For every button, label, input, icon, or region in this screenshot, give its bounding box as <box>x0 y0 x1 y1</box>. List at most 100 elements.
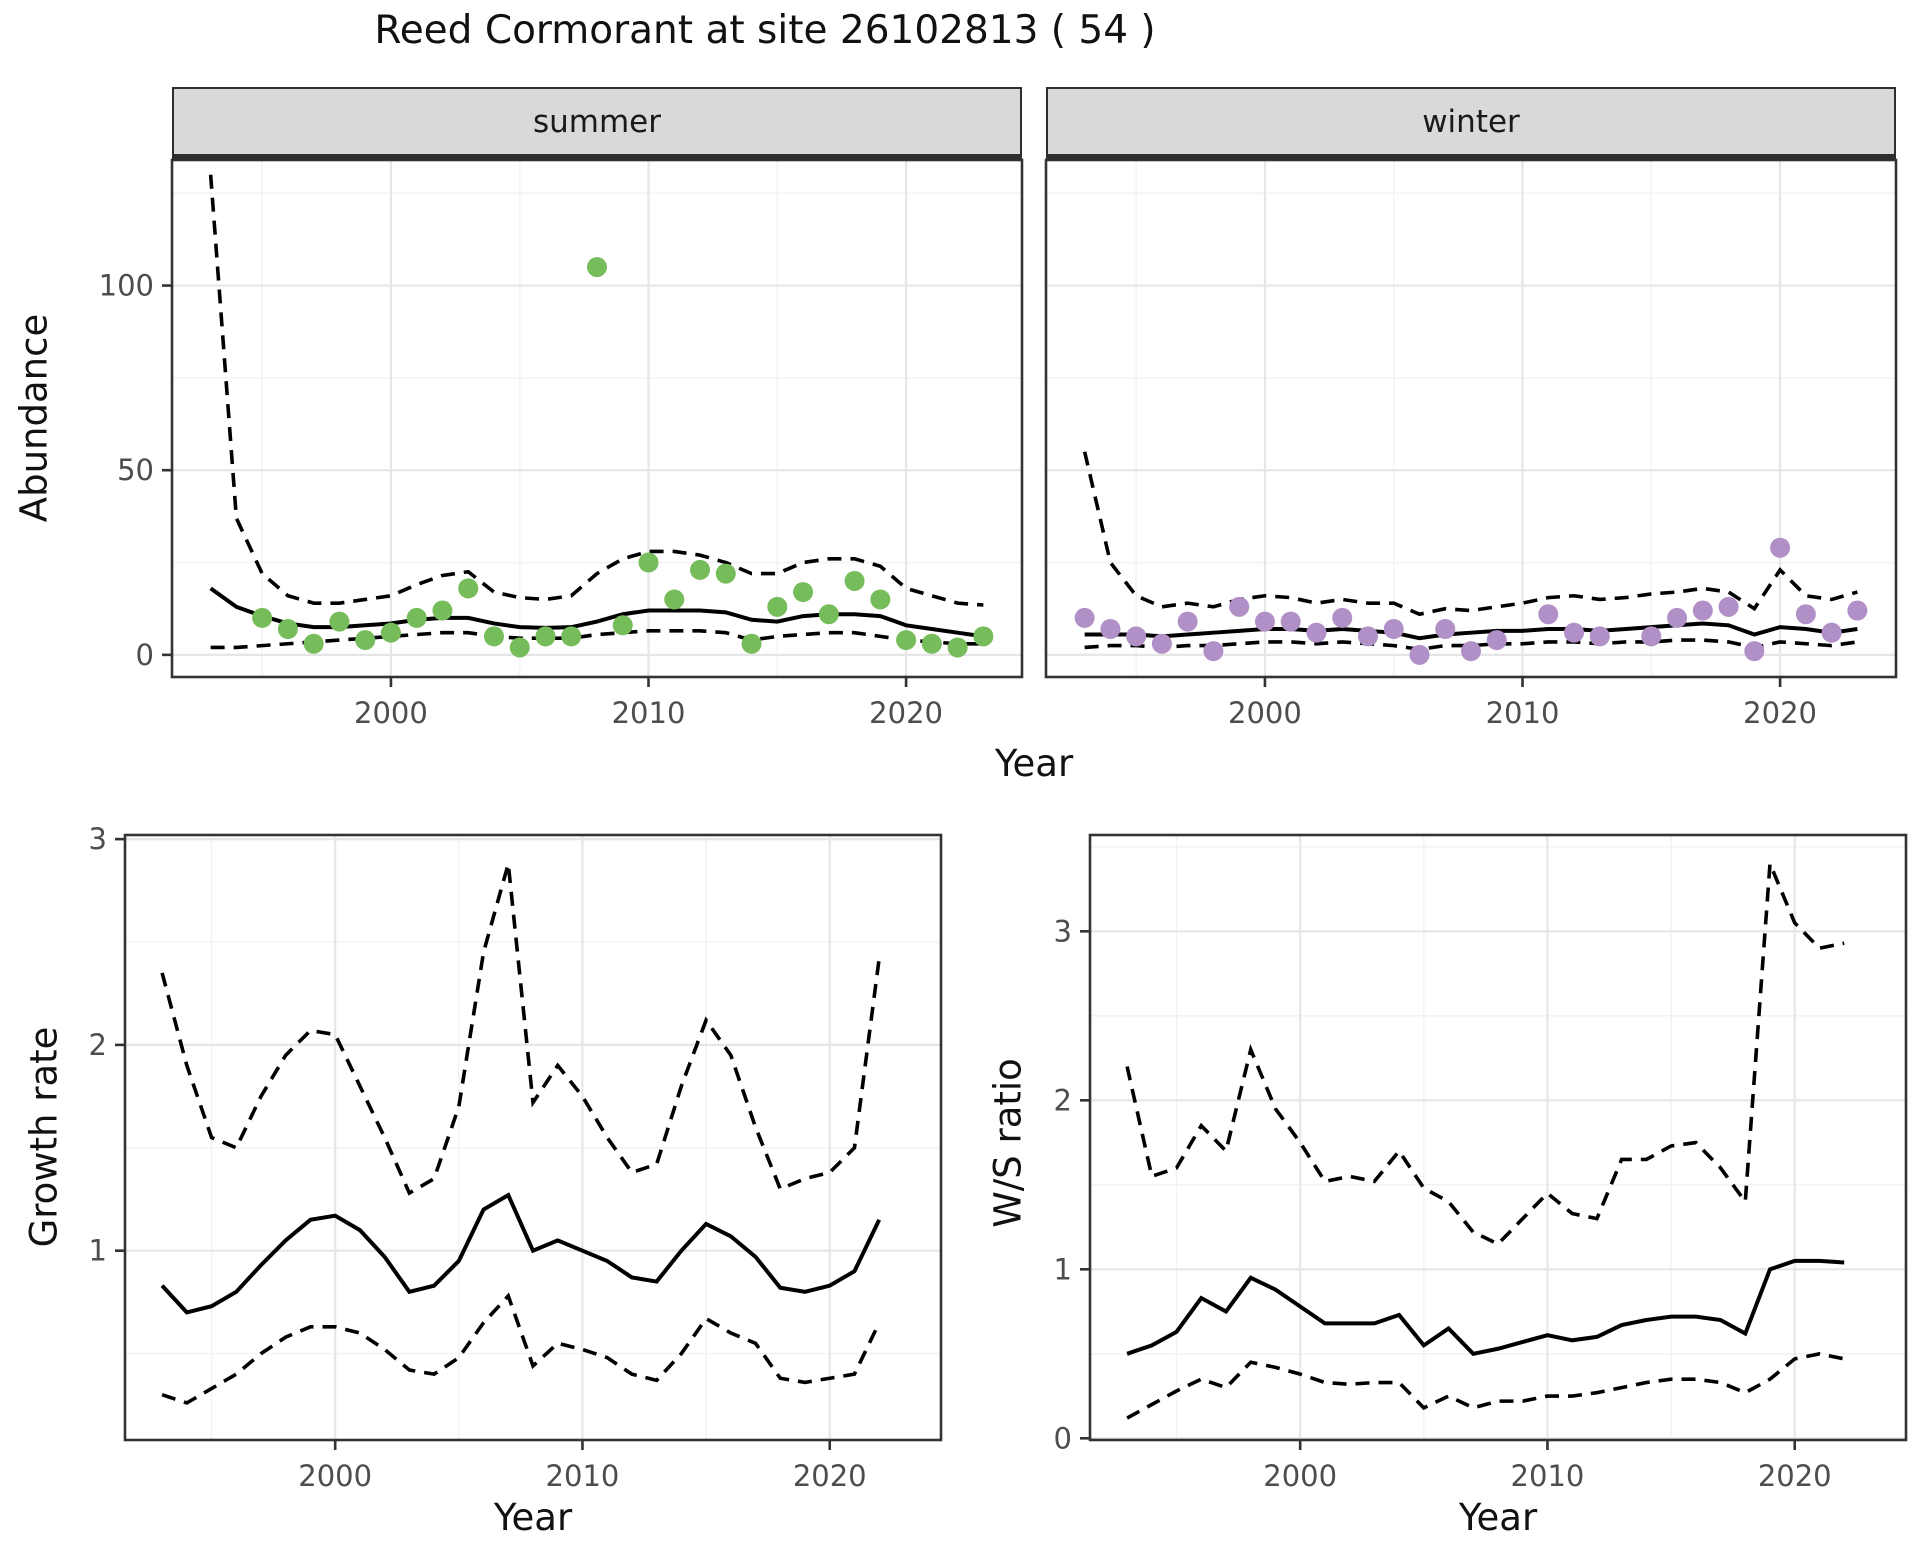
y-tick-label: 100 <box>99 269 154 303</box>
scatter-point-winter <box>1821 622 1842 643</box>
x-tick-label: 2000 <box>1228 696 1302 730</box>
scatter-point-winter <box>1409 644 1430 665</box>
scatter-point-summer <box>303 633 324 654</box>
scatter-point-winter <box>1383 618 1404 639</box>
chart-title: Reed Cormorant at site 26102813 ( 54 ) <box>374 8 1156 53</box>
scatter-point-summer <box>793 582 814 603</box>
scatter-point-summer <box>432 600 453 621</box>
scatter-point-summer <box>921 633 942 654</box>
scatter-point-winter <box>1589 626 1610 647</box>
y-tick-label: 1 <box>1054 1252 1072 1286</box>
x-tick-label: 2020 <box>793 1459 867 1493</box>
scatter-point-winter <box>1486 630 1507 651</box>
y-tick-label: 3 <box>89 822 107 856</box>
scatter-point-winter <box>1564 622 1585 643</box>
growth_rate-median-line <box>160 1192 881 1315</box>
scatter-point-summer <box>483 626 504 647</box>
ci-line-lower-summer <box>210 629 984 650</box>
scatter-point-summer <box>587 257 607 278</box>
facet-strip-winter-label: winter <box>1422 103 1520 140</box>
scatter-point-winter <box>1332 607 1353 628</box>
scatter-point-summer <box>741 633 762 654</box>
scatter-point-winter <box>1538 604 1559 625</box>
ws-ratio-axis-title: W/S ratio <box>986 1058 1030 1228</box>
x-tick-label: 2010 <box>612 696 686 730</box>
scatter-point-winter <box>1692 600 1713 621</box>
ws_ratio-lower-ci-line <box>1126 1351 1845 1420</box>
y-tick-label: 0 <box>1054 1421 1072 1455</box>
y-tick-label: 2 <box>89 1028 107 1062</box>
x-tick-label: 2000 <box>298 1459 372 1493</box>
y-tick-label: 1 <box>89 1234 107 1268</box>
scatter-point-summer <box>896 630 917 651</box>
scatter-point-winter <box>1770 537 1791 558</box>
scatter-point-summer <box>355 630 376 651</box>
fit-line-median-summer <box>209 586 984 639</box>
scatter-point-winter <box>1795 604 1816 625</box>
scatter-point-summer <box>844 570 865 591</box>
growth_rate-upper-ci-line <box>160 863 881 1196</box>
scatter-point-winter <box>1847 600 1868 621</box>
x-tick-label: 2020 <box>869 696 943 730</box>
scatter-point-summer <box>509 637 530 658</box>
y-tick-label: 3 <box>1054 914 1072 948</box>
y-tick-label: 50 <box>117 453 154 487</box>
panel-border <box>1088 833 1908 1442</box>
scatter-point-summer <box>947 637 968 658</box>
scatter-point-winter <box>1435 618 1456 639</box>
panel-border <box>123 833 943 1442</box>
scatter-point-winter <box>1744 641 1765 662</box>
scatter-point-winter <box>1254 611 1275 632</box>
panel-border <box>1044 158 1898 679</box>
scatter-point-winter <box>1718 596 1739 617</box>
scatter-point-winter <box>1641 626 1662 647</box>
scatter-point-summer <box>973 626 994 647</box>
scatter-point-summer <box>252 607 273 628</box>
ws_ratio-upper-ci-line <box>1125 863 1845 1247</box>
scatter-point-summer <box>638 552 659 573</box>
ci-line-upper-winter <box>1082 451 1858 617</box>
scatter-point-summer <box>664 589 685 610</box>
scatter-point-summer <box>715 563 736 584</box>
scatter-point-winter <box>1126 626 1147 647</box>
scatter-point-summer <box>690 559 711 580</box>
x-tick-label: 2000 <box>1263 1459 1337 1493</box>
facet-strip-summer-label: summer <box>532 103 661 140</box>
ci-line-upper-summer <box>208 174 984 607</box>
scatter-point-winter <box>1280 611 1301 632</box>
scatter-point-summer <box>612 615 633 636</box>
scatter-point-winter <box>1667 607 1688 628</box>
fit-line-median-winter <box>1084 621 1858 641</box>
y-tick-label: 0 <box>136 638 154 672</box>
growth_rate-lower-ci-line <box>161 1292 881 1405</box>
scatter-point-summer <box>561 626 582 647</box>
scatter-point-winter <box>1306 622 1327 643</box>
scatter-point-winter <box>1074 607 1095 628</box>
scatter-point-summer <box>870 589 891 610</box>
scatter-point-summer <box>535 626 556 647</box>
scatter-point-summer <box>818 604 839 625</box>
x-tick-label: 2010 <box>546 1459 620 1493</box>
scatter-point-summer <box>767 596 788 617</box>
y-tick-label: 2 <box>1054 1083 1072 1117</box>
panel-border <box>170 158 1024 679</box>
scatter-point-winter <box>1461 641 1481 662</box>
x-tick-label: 2000 <box>354 696 428 730</box>
abundance-axis-title: Abundance <box>12 313 56 523</box>
ws-year-axis-title: Year <box>1458 1496 1538 1539</box>
growth-rate-axis-title: Growth rate <box>22 1026 66 1248</box>
x-tick-label: 2010 <box>1486 696 1560 730</box>
scatter-point-summer <box>458 578 479 599</box>
x-tick-label: 2020 <box>1758 1459 1832 1493</box>
x-tick-label: 2010 <box>1511 1459 1585 1493</box>
x-tick-label: 2020 <box>1743 696 1817 730</box>
facet-strip-summer: summer <box>172 87 1022 160</box>
scatter-point-summer <box>329 611 350 632</box>
scatter-point-summer <box>380 622 401 643</box>
facet-strip-winter: winter <box>1046 87 1896 160</box>
scatter-point-winter <box>1177 611 1198 632</box>
top-year-axis-title: Year <box>994 742 1074 785</box>
scatter-point-winter <box>1151 633 1172 654</box>
growth-year-axis-title: Year <box>493 1496 573 1539</box>
